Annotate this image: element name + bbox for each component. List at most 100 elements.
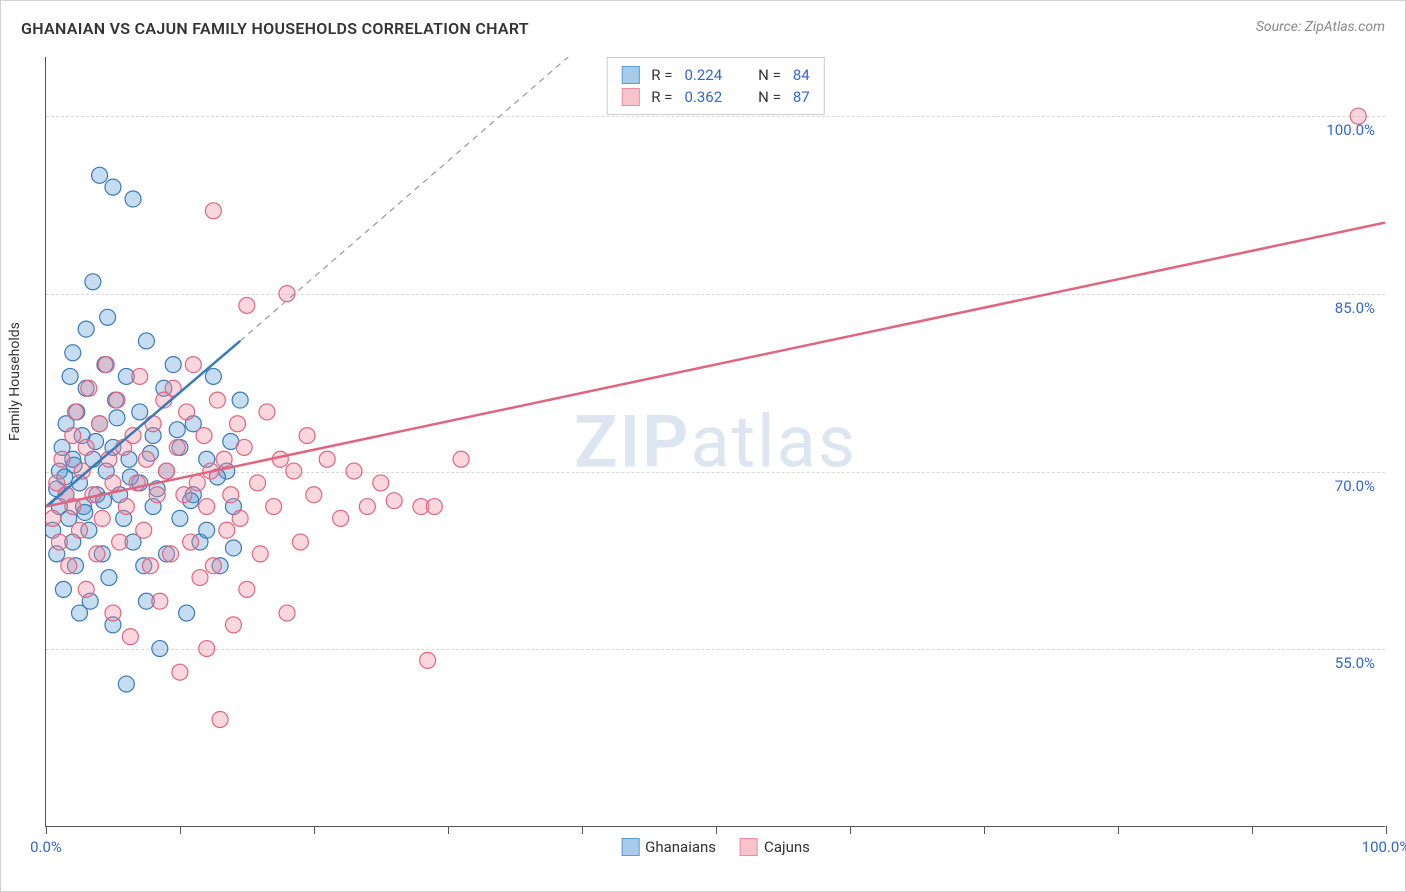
trend-line xyxy=(46,223,1385,507)
scatter-point xyxy=(196,428,212,444)
legend-label-ghanaians: Ghanaians xyxy=(645,838,716,856)
scatter-point xyxy=(199,499,215,515)
x-tick xyxy=(716,826,717,834)
scatter-point xyxy=(179,605,195,621)
n-value-ghanaians: 84 xyxy=(793,66,810,84)
scatter-point xyxy=(239,581,255,597)
legend-label-cajuns: Cajuns xyxy=(764,838,810,856)
scatter-point xyxy=(81,380,97,396)
scatter-point xyxy=(199,522,215,538)
scatter-point xyxy=(152,593,168,609)
scatter-point xyxy=(54,451,70,467)
scatter-point xyxy=(185,357,201,373)
scatter-point xyxy=(78,321,94,337)
scatter-point xyxy=(142,558,158,574)
scatter-point xyxy=(239,297,255,313)
scatter-point xyxy=(386,493,402,509)
scatter-point xyxy=(105,605,121,621)
scatter-point xyxy=(250,475,266,491)
x-tick xyxy=(180,826,181,834)
chart-container: GHANAIAN VS CAJUN FAMILY HOUSEHOLDS CORR… xyxy=(0,0,1406,892)
x-tick xyxy=(1118,826,1119,834)
n-label: N = xyxy=(758,66,781,84)
scatter-point xyxy=(346,463,362,479)
scatter-point xyxy=(149,487,165,503)
scatter-point xyxy=(159,463,175,479)
x-tick-label: 0.0% xyxy=(30,838,62,856)
scatter-point xyxy=(169,422,185,438)
x-tick xyxy=(1252,826,1253,834)
x-tick xyxy=(1386,826,1387,834)
x-tick xyxy=(314,826,315,834)
scatter-point xyxy=(209,392,225,408)
x-tick xyxy=(448,826,449,834)
scatter-point xyxy=(299,428,315,444)
r-label: R = xyxy=(651,66,672,84)
n-value-cajuns: 87 xyxy=(793,88,810,106)
scatter-point xyxy=(306,487,322,503)
scatter-point xyxy=(105,179,121,195)
scatter-point xyxy=(172,664,188,680)
scatter-point xyxy=(333,510,349,526)
scatter-point xyxy=(78,581,94,597)
legend-stats-row-cajuns: R = 0.362 N = 87 xyxy=(621,86,809,108)
r-value-ghanaians: 0.224 xyxy=(684,66,722,84)
scatter-point xyxy=(192,570,208,586)
scatter-point xyxy=(118,499,134,515)
scatter-point xyxy=(132,404,148,420)
scatter-point xyxy=(426,499,442,515)
scatter-point xyxy=(199,641,215,657)
scatter-point xyxy=(138,333,154,349)
scatter-point xyxy=(136,522,152,538)
scatter-point xyxy=(183,534,199,550)
scatter-point xyxy=(229,416,245,432)
scatter-point xyxy=(67,404,83,420)
scatter-point xyxy=(100,309,116,325)
scatter-point xyxy=(51,534,67,550)
chart-title: GHANAIAN VS CAJUN FAMILY HOUSEHOLDS CORR… xyxy=(21,19,529,38)
scatter-point xyxy=(232,392,248,408)
scatter-point xyxy=(259,404,275,420)
scatter-point xyxy=(252,546,268,562)
legend-stats: R = 0.224 N = 84 R = 0.362 N = 87 xyxy=(606,57,824,115)
scatter-point xyxy=(219,522,235,538)
scatter-point xyxy=(223,487,239,503)
legend-swatch-ghanaians xyxy=(621,66,639,84)
scatter-point xyxy=(292,534,308,550)
scatter-point xyxy=(453,451,469,467)
scatter-point xyxy=(145,416,161,432)
scatter-point xyxy=(359,499,375,515)
scatter-point xyxy=(286,463,302,479)
legend-item-ghanaians: Ghanaians xyxy=(621,838,716,856)
r-value-cajuns: 0.362 xyxy=(684,88,722,106)
scatter-point xyxy=(165,357,181,373)
r-label: R = xyxy=(651,88,672,106)
scatter-point xyxy=(122,629,138,645)
source-attribution: Source: ZipAtlas.com xyxy=(1256,19,1385,35)
scatter-point xyxy=(232,510,248,526)
x-tick xyxy=(46,826,47,834)
scatter-point xyxy=(138,451,154,467)
scatter-point xyxy=(61,558,77,574)
scatter-point xyxy=(89,546,105,562)
scatter-point xyxy=(98,357,114,373)
scatter-point xyxy=(55,581,71,597)
scatter-point xyxy=(172,510,188,526)
scatter-point xyxy=(319,451,335,467)
scatter-point xyxy=(152,641,168,657)
legend-series: Ghanaians Cajuns xyxy=(621,838,810,856)
scatter-point xyxy=(279,286,295,302)
scatter-point xyxy=(65,428,81,444)
scatter-point xyxy=(163,546,179,562)
scatter-point xyxy=(1350,108,1366,124)
scatter-point xyxy=(266,499,282,515)
plot-area: ZIPatlas R = 0.224 N = 84 R = 0.362 N = … xyxy=(45,57,1385,827)
scatter-point xyxy=(216,451,232,467)
scatter-point xyxy=(212,712,228,728)
scatter-point xyxy=(176,487,192,503)
scatter-point xyxy=(205,203,221,219)
scatter-point xyxy=(420,652,436,668)
scatter-point xyxy=(205,558,221,574)
scatter-point xyxy=(92,416,108,432)
scatter-point xyxy=(169,439,185,455)
